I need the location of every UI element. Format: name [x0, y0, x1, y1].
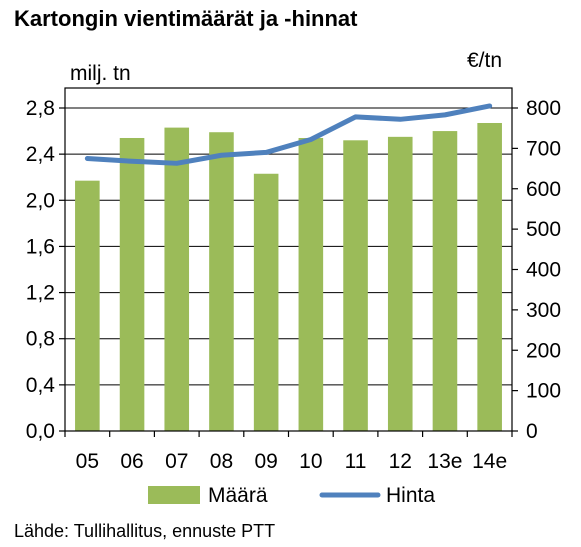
right-axis-ticks: 0 100 200 300 400 500 600 700 800 [512, 97, 561, 443]
x-axis-ticks: 05 06 07 08 09 10 11 12 13e 14e [64, 431, 513, 473]
left-tick-label: 2,0 [26, 189, 55, 212]
chart-title: Kartongin vientimäärät ja -hinnat [14, 6, 358, 31]
legend: Määrä Hinta [148, 484, 435, 507]
left-tick-label: 0,4 [26, 374, 56, 397]
bar-05 [75, 180, 100, 431]
legend-label-maara: Määrä [208, 484, 268, 507]
x-tick-label-08: 08 [210, 450, 233, 473]
bar-11 [343, 140, 368, 432]
left-tick-label: 1,2 [26, 282, 55, 305]
right-tick-label: 200 [526, 339, 561, 362]
right-tick-label: 100 [526, 380, 561, 403]
right-tick-label: 400 [526, 259, 561, 282]
right-tick-label: 800 [526, 97, 561, 120]
bar-07 [164, 127, 190, 431]
bar-series [75, 122, 502, 432]
x-tick-label-07: 07 [165, 450, 188, 473]
bar-13e [432, 131, 458, 432]
source-note: Lähde: Tullihallitus, ennuste PTT [14, 521, 275, 541]
left-tick-label: 2,4 [26, 143, 56, 166]
bar-09 [253, 173, 279, 431]
bar-14e [477, 122, 502, 431]
legend-label-hinta: Hinta [386, 484, 435, 507]
x-tick-label-12: 12 [389, 450, 412, 473]
left-tick-label: 1,6 [26, 235, 55, 258]
right-tick-label: 0 [526, 420, 538, 443]
right-tick-label: 300 [526, 299, 561, 322]
x-tick-label-05: 05 [76, 450, 99, 473]
right-tick-label: 700 [526, 137, 561, 160]
x-tick-label-14e: 14e [472, 450, 507, 473]
bar-12 [387, 136, 413, 431]
right-axis-unit: €/tn [467, 49, 502, 72]
x-tick-label-06: 06 [120, 450, 143, 473]
x-tick-label-13e: 13e [427, 450, 462, 473]
right-tick-label: 600 [526, 178, 561, 201]
left-axis-unit: milj. tn [70, 62, 131, 85]
bar-10 [298, 137, 324, 431]
bar-08 [209, 132, 234, 431]
x-tick-label-11: 11 [345, 450, 367, 473]
x-tick-label-10: 10 [299, 450, 322, 473]
left-tick-label: 2,8 [26, 97, 55, 120]
line-series [84, 103, 493, 166]
x-tick-label-09: 09 [254, 450, 277, 473]
line-hinta [84, 103, 493, 166]
bar-06 [119, 137, 145, 431]
left-tick-label: 0,0 [26, 420, 55, 443]
legend-swatch-maara [148, 486, 200, 504]
left-axis-ticks: 0,0 0,4 0,8 1,2 1,6 2,0 2,4 2,8 [26, 97, 65, 443]
left-tick-label: 0,8 [26, 328, 55, 351]
right-tick-label: 500 [526, 218, 561, 241]
